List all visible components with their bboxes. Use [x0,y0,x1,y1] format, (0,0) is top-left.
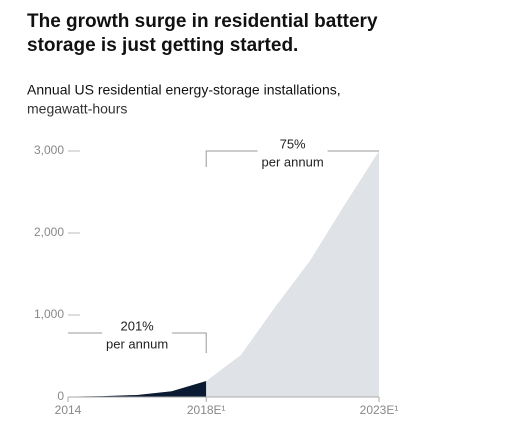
chart-title: The growth surge in residential battery [27,11,378,32]
x-tick-label: 2014 [55,403,82,417]
y-tick-label: 2,000 [34,225,64,239]
y-tick-label: 1,000 [34,307,64,321]
y-tick-label: 0 [57,389,64,403]
annotation: 201% [120,318,154,333]
area [68,381,207,397]
chart-subtitle: Annual US residential energy-storage ins… [27,82,341,98]
bracket [205,150,379,167]
x-tick-label: 2023E¹ [360,403,399,417]
annotation: per annum [262,154,324,169]
chart-title: storage is just getting started. [27,35,298,56]
bracket [68,332,207,353]
x-tick-label: 2018E¹ [187,403,226,417]
annotation: per annum [106,336,168,351]
annotation: 75% [280,136,306,151]
area [206,151,379,397]
y-tick-label: 3,000 [34,143,64,157]
chart-subtitle: megawatt-hours [27,101,127,117]
